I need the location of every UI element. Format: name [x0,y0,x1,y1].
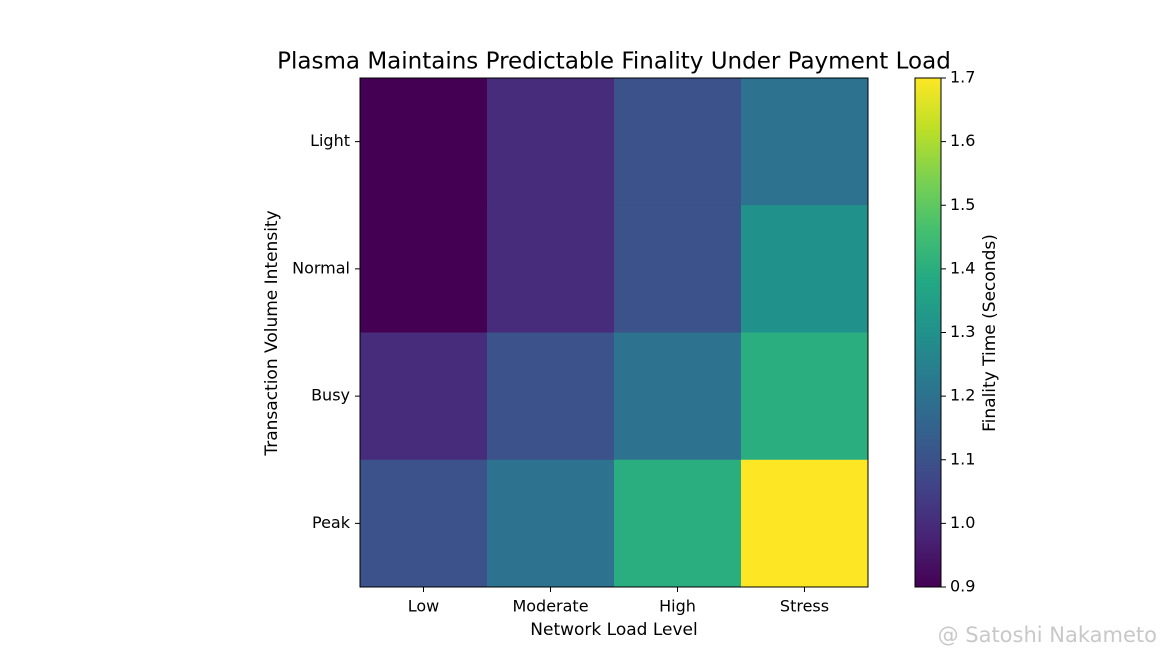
watermark: @ Satoshi Nakameto [938,623,1157,647]
y-tick-label: Light [310,131,350,150]
heatmap-cell [614,459,742,588]
plot-frame [359,77,869,588]
colorbar-tick-label: 1.7 [950,68,975,87]
x-tick-label: Stress [780,597,829,616]
heatmap-cell [614,205,742,333]
colorbar-tick-label: 1.6 [950,131,975,150]
heatmap-cell [487,205,615,333]
chart-title: Plasma Maintains Predictable Finality Un… [277,49,951,75]
colorbar-tick-label: 1.0 [950,513,975,532]
heatmap-cell [614,332,742,461]
heatmap-cell [741,78,869,206]
x-tick-label: Low [408,597,440,616]
heatmap-cell [487,78,615,206]
x-tick-label: Moderate [512,597,588,616]
heatmap-cell [360,459,488,588]
y-axis-label: Transaction Volume Intensity [262,210,282,456]
colorbar-tick-label: 1.4 [950,258,975,277]
y-tick-label: Peak [312,513,351,532]
heatmap-cell [360,332,488,461]
heatmap-cell [487,332,615,461]
colorbar-tick-label: 1.1 [950,449,975,468]
heatmap-cell [360,205,488,333]
heatmap-cell [487,459,615,588]
colorbar-tick-label: 1.5 [950,195,975,214]
y-tick-label: Normal [292,258,350,277]
y-tick-label: Busy [311,386,350,405]
x-axis-label: Network Load Level [530,620,697,640]
heatmap-cell [741,459,869,588]
colorbar-tick-label: 0.9 [950,577,975,596]
colorbar-tick-label: 1.3 [950,322,975,341]
heatmap-cell [614,78,742,206]
heatmap-cell [360,78,488,206]
colorbar [914,77,942,588]
heatmap-cell [741,332,869,461]
heatmap-cell [741,205,869,333]
colorbar-label: Finality Time (Seconds) [980,234,1000,432]
x-tick-label: High [659,597,696,616]
colorbar-tick-label: 1.2 [950,386,975,405]
